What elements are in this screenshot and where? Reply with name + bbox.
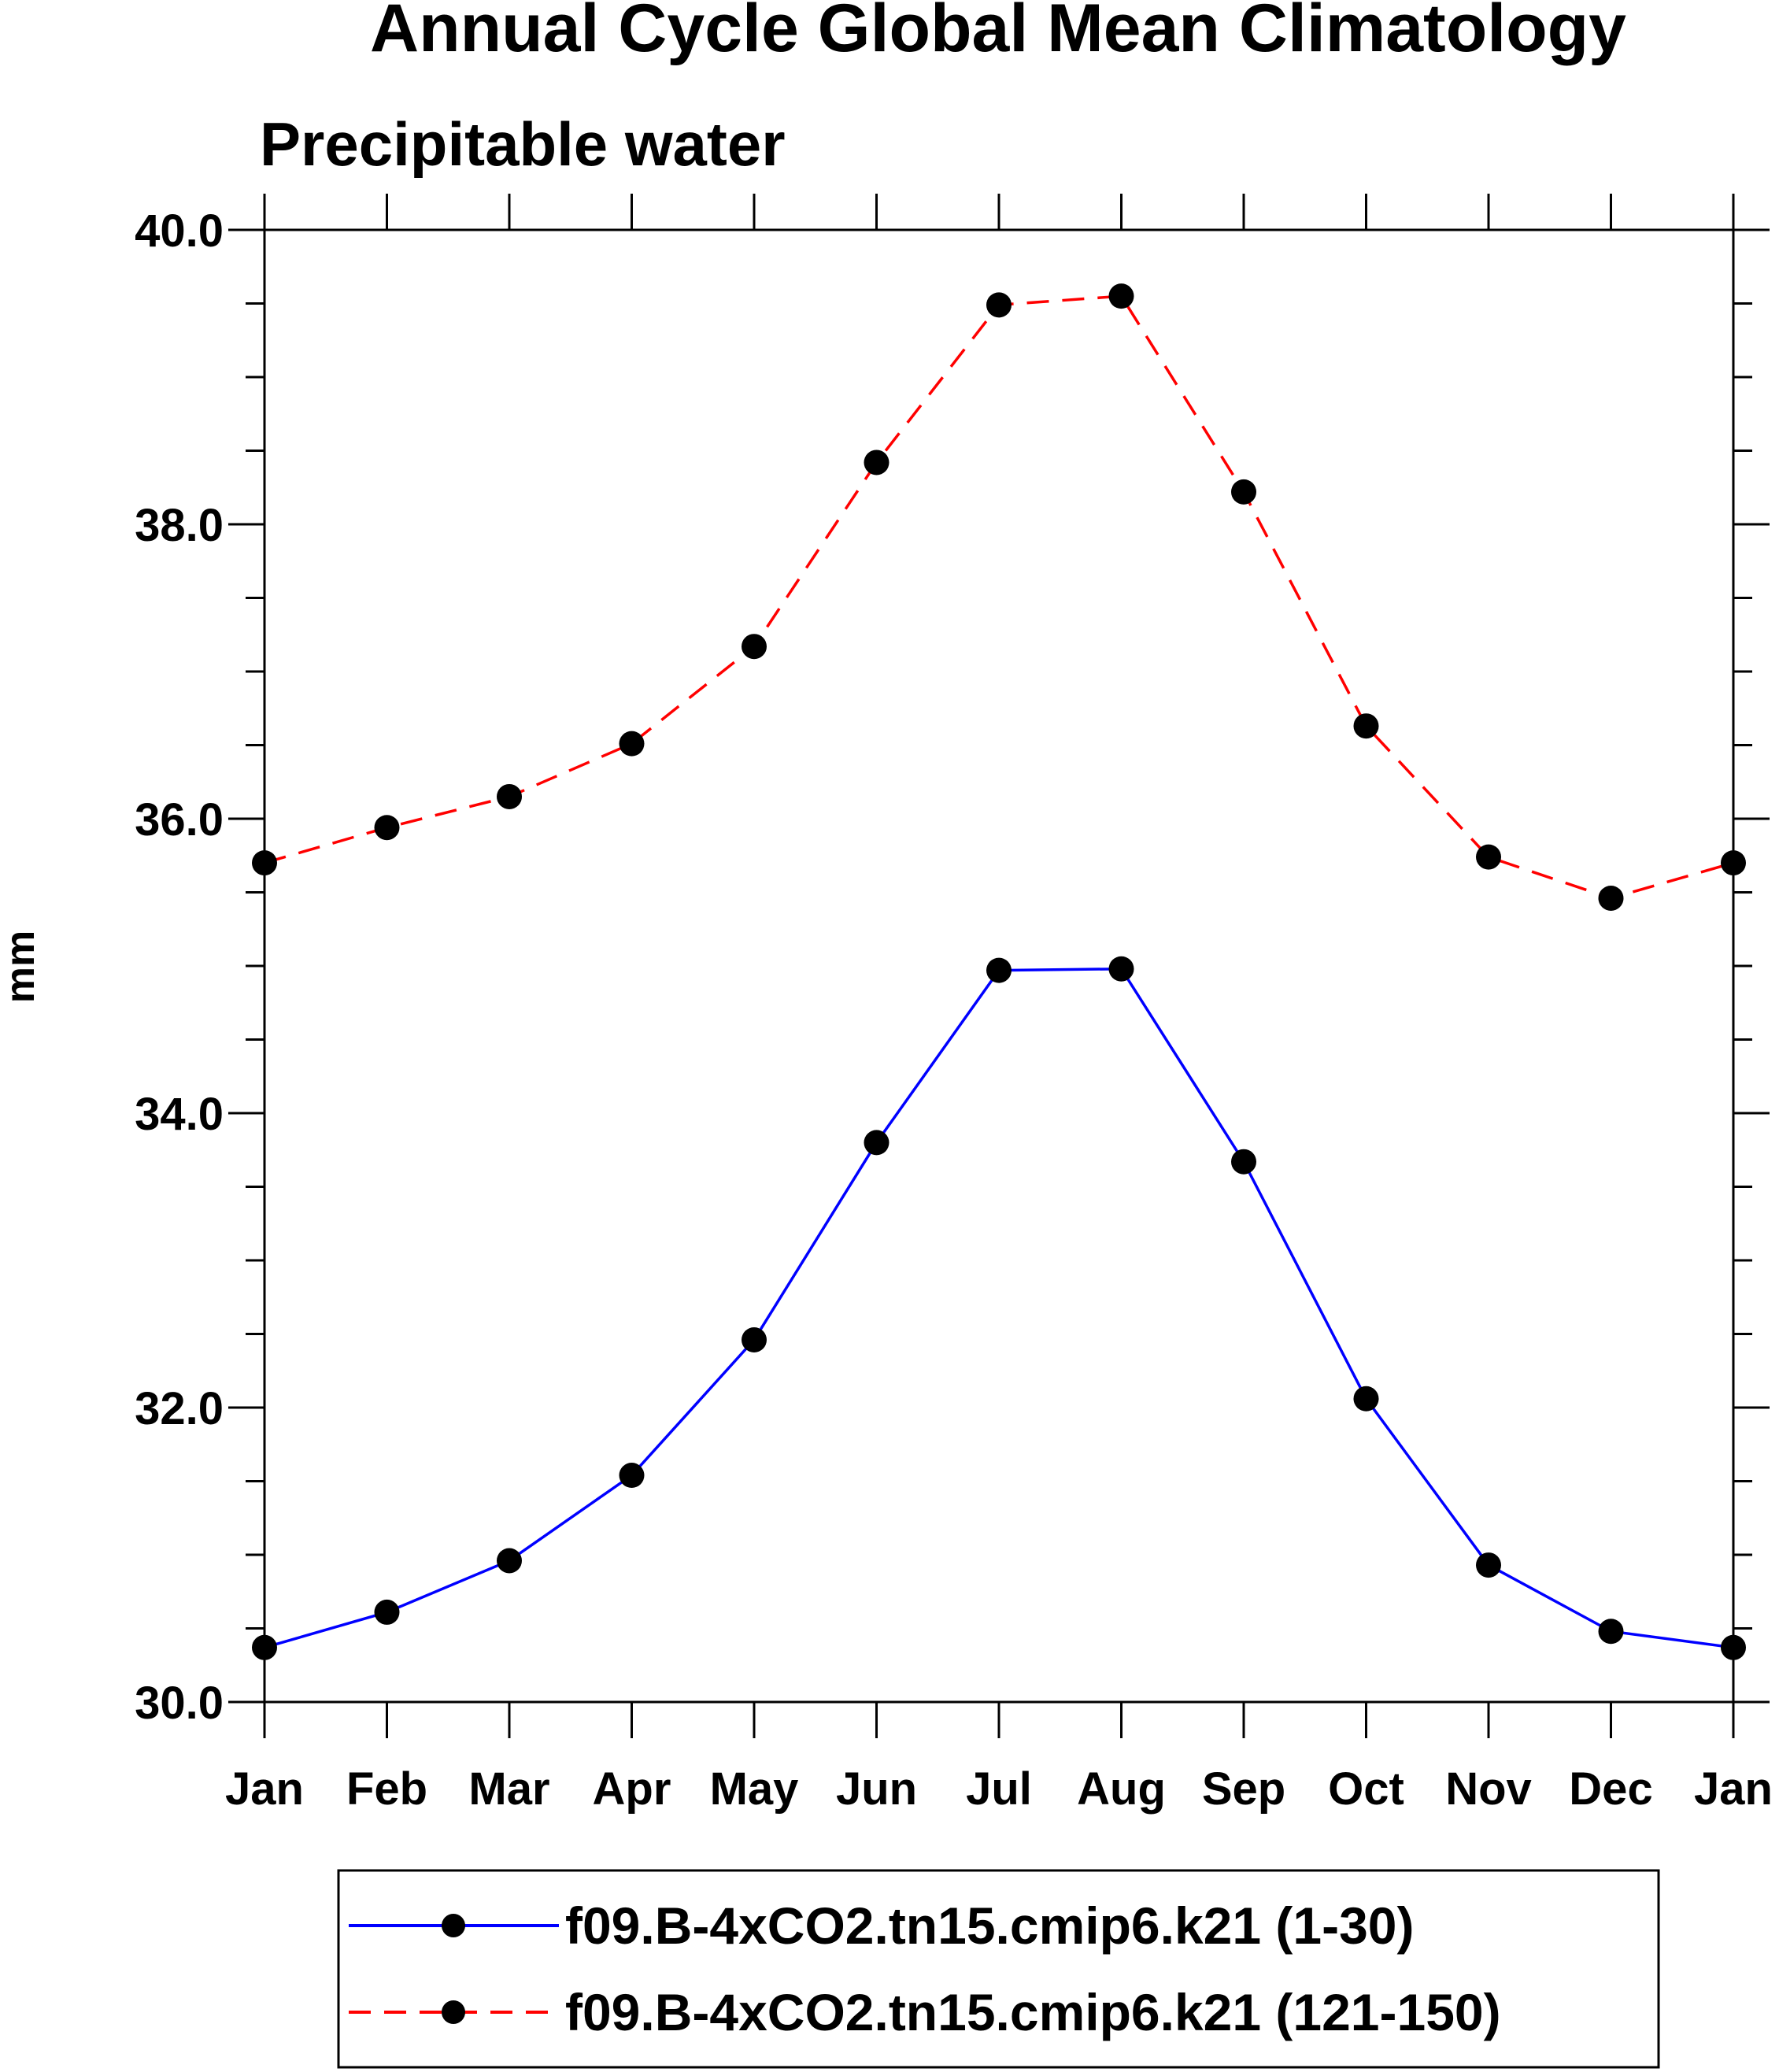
data-point [252, 1634, 277, 1660]
data-point [497, 1548, 522, 1574]
data-point [497, 783, 522, 809]
y-axis-label: mm [0, 931, 43, 1003]
data-point [742, 1326, 767, 1352]
x-tick-label: Mar [468, 1763, 549, 1815]
data-point [374, 815, 400, 841]
series-line [264, 294, 1734, 900]
legend: f09.B-4xCO2.tn15.cmip6.k21 (1-30) f09.B-… [337, 1869, 1660, 2069]
series-line [264, 967, 1734, 1649]
data-point [1476, 1552, 1501, 1578]
y-tick-label: 34.0 [135, 1089, 224, 1140]
data-point [1476, 844, 1501, 870]
legend-label-1: f09.B-4xCO2.tn15.cmip6.k21 (1-30) [565, 1896, 1414, 1955]
data-point [742, 634, 767, 660]
x-tick-label: Nov [1445, 1763, 1532, 1815]
x-tick-label: Sep [1202, 1763, 1285, 1815]
x-tick-label: Oct [1328, 1763, 1404, 1815]
y-tick-label: 36.0 [135, 794, 224, 845]
data-point [1231, 479, 1256, 505]
x-tick-label: May [710, 1763, 799, 1815]
legend-swatch-marker-2 [442, 2000, 465, 2024]
chart-title: Annual Cycle Global Mean Climatology [370, 0, 1626, 66]
data-point [1108, 283, 1134, 309]
axis-ticks: Jan Feb Mar Apr May Jun Jul Aug Sep Oct Nov Dec Jan3… [135, 194, 1773, 1815]
data-point [1598, 885, 1624, 911]
legend-swatch-marker-1 [442, 1914, 465, 1937]
data-point [1353, 713, 1379, 739]
x-tick-label: Feb [346, 1763, 427, 1815]
y-tick-label: 38.0 [135, 500, 224, 551]
data-point [864, 450, 890, 475]
series-1 [252, 956, 1746, 1660]
x-tick-label: Jan [225, 1763, 304, 1815]
data-point [986, 957, 1012, 983]
data-point [374, 1599, 400, 1625]
data-point [986, 292, 1012, 318]
series-2 [252, 283, 1746, 911]
data-point [1231, 1149, 1256, 1175]
data-point [1353, 1386, 1379, 1412]
x-tick-label: Apr [593, 1763, 671, 1815]
chart-subtitle: Precipitable water [260, 109, 786, 179]
data-point [1721, 1634, 1746, 1660]
y-tick-label: 30.0 [135, 1678, 224, 1729]
x-tick-label: Jun [836, 1763, 917, 1815]
data-point [864, 1130, 890, 1156]
data-point [619, 1463, 645, 1489]
legend-label-2: f09.B-4xCO2.tn15.cmip6.k21 (121-150) [565, 1983, 1501, 2041]
x-tick-label: Jul [966, 1763, 1032, 1815]
x-tick-label: Jan [1694, 1763, 1773, 1815]
data-point [619, 731, 645, 757]
data-point [1721, 850, 1746, 876]
legend-box [337, 1869, 1660, 2069]
data-series [252, 283, 1746, 1660]
data-point [1108, 956, 1134, 982]
y-tick-label: 32.0 [135, 1383, 224, 1434]
x-tick-label: Dec [1569, 1763, 1652, 1815]
x-tick-label: Aug [1077, 1763, 1166, 1815]
data-point [252, 850, 277, 876]
data-point [1598, 1619, 1624, 1645]
y-tick-label: 40.0 [135, 205, 224, 257]
